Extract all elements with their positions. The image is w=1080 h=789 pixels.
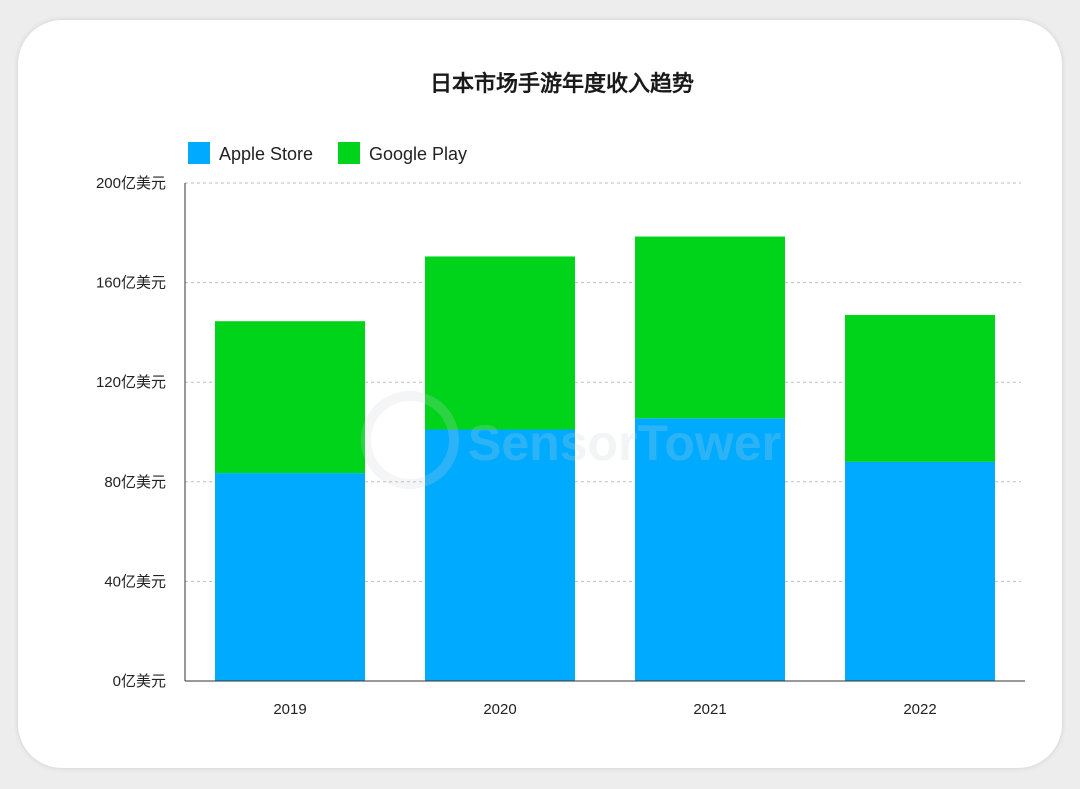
y-tick-label: 80亿美元 bbox=[104, 474, 166, 491]
x-tick-label: 2021 bbox=[693, 701, 726, 718]
bar-google-play-2022 bbox=[845, 314, 995, 462]
bar-apple-store-2020 bbox=[425, 429, 575, 681]
legend-label-google-play: Google Play bbox=[369, 144, 467, 164]
x-tick-label: 2020 bbox=[483, 701, 516, 718]
bar-google-play-2019 bbox=[215, 321, 365, 474]
bars bbox=[215, 236, 995, 681]
watermark-logo-icon bbox=[361, 391, 459, 489]
bar-google-play-2021 bbox=[635, 236, 785, 419]
legend-label-apple-store: Apple Store bbox=[219, 144, 313, 164]
watermark-text: SensorTower bbox=[468, 415, 781, 471]
x-tick-label: 2022 bbox=[903, 701, 936, 718]
bar-apple-store-2022 bbox=[845, 461, 995, 681]
y-tick-label: 120亿美元 bbox=[96, 374, 166, 391]
bar-google-play-2020 bbox=[425, 256, 575, 430]
bar-apple-store-2021 bbox=[635, 418, 785, 681]
y-tick-label: 200亿美元 bbox=[96, 175, 166, 192]
watermark: SensorTower bbox=[361, 391, 781, 489]
x-tick-label: 2019 bbox=[273, 701, 306, 718]
y-tick-label: 0亿美元 bbox=[113, 673, 166, 690]
tick-labels: 0亿美元 40亿美元 80亿美元 120亿美元 160亿美元 200亿美元 2019 2020… bbox=[96, 175, 937, 718]
y-tick-label: 40亿美元 bbox=[104, 573, 166, 590]
legend: Apple Store Google Play bbox=[188, 142, 467, 164]
axes bbox=[184, 183, 1025, 682]
y-tick-label: 160亿美元 bbox=[96, 275, 166, 292]
legend-swatch-apple-store bbox=[188, 142, 210, 164]
legend-swatch-google-play bbox=[338, 142, 360, 164]
chart-title: 日本市场手游年度收入趋势 bbox=[430, 71, 694, 96]
bar-apple-store-2019 bbox=[215, 473, 365, 681]
